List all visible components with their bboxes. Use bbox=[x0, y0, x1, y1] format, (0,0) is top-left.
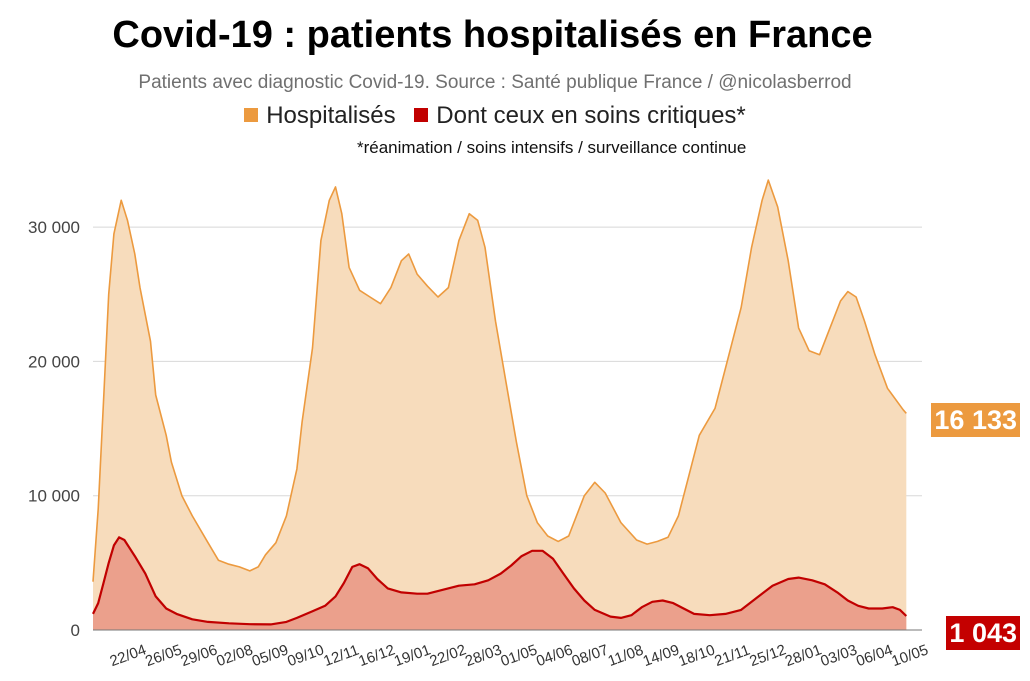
x-tick-label: 03/03 bbox=[818, 641, 859, 670]
legend: Hospitalisés Dont ceux en soins critique… bbox=[0, 102, 990, 130]
x-tick-label: 11/08 bbox=[606, 642, 646, 670]
x-tick-label: 28/03 bbox=[463, 641, 504, 670]
x-tick-label: 01/05 bbox=[498, 641, 539, 670]
x-tick-label: 09/10 bbox=[285, 641, 326, 670]
x-tick-label: 02/08 bbox=[214, 641, 255, 670]
y-tick-label: 0 bbox=[71, 621, 80, 640]
y-tick-label: 30 000 bbox=[28, 218, 80, 237]
legend-label-hospitalises: Hospitalisés bbox=[266, 102, 396, 129]
x-tick-label: 14/09 bbox=[641, 641, 682, 670]
x-tick-label: 25/12 bbox=[747, 641, 788, 670]
line-critical bbox=[92, 536, 908, 626]
x-tick-label: 19/01 bbox=[392, 641, 433, 670]
chart-subtitle: Patients avec diagnostic Covid-19. Sourc… bbox=[138, 72, 852, 93]
x-tick-label: 26/05 bbox=[143, 641, 184, 670]
x-tick-label: 16/12 bbox=[356, 641, 397, 670]
end-label-critical: 1 043 bbox=[946, 616, 1020, 650]
legend-swatch-critical bbox=[414, 108, 429, 122]
legend-label-critical: Dont ceux en soins critiques* bbox=[436, 102, 746, 129]
x-tick-label: 28/01 bbox=[783, 641, 824, 670]
legend-item-hospitalises: Hospitalisés bbox=[244, 102, 402, 129]
area-hospitalises bbox=[93, 180, 907, 630]
x-tick-label: 21/11 bbox=[712, 642, 752, 670]
legend-item-critical: Dont ceux en soins critiques* bbox=[414, 102, 746, 129]
x-tick-label: 10/05 bbox=[889, 641, 930, 670]
x-tick-label: 18/10 bbox=[676, 641, 717, 670]
x-tick-label: 12/11 bbox=[321, 642, 361, 670]
chart-footnote: *réanimation / soins intensifs / surveil… bbox=[357, 138, 747, 157]
area-critical bbox=[93, 537, 907, 630]
legend-swatch-hospitalises bbox=[244, 108, 259, 122]
y-tick-label: 10 000 bbox=[28, 487, 80, 506]
line-hospitalises bbox=[92, 179, 907, 582]
x-tick-label: 04/06 bbox=[534, 641, 575, 670]
x-tick-label: 08/07 bbox=[570, 641, 611, 670]
x-tick-label: 06/04 bbox=[854, 641, 895, 670]
x-tick-label: 29/06 bbox=[179, 641, 220, 670]
x-tick-label: 22/04 bbox=[108, 641, 149, 670]
x-tick-label: 22/02 bbox=[427, 641, 468, 670]
chart-title: Covid-19 : patients hospitalisés en Fran… bbox=[112, 14, 873, 56]
x-tick-label: 05/09 bbox=[250, 641, 291, 670]
end-label-hospitalises: 16 133 bbox=[931, 403, 1020, 437]
y-tick-label: 20 000 bbox=[28, 352, 80, 371]
